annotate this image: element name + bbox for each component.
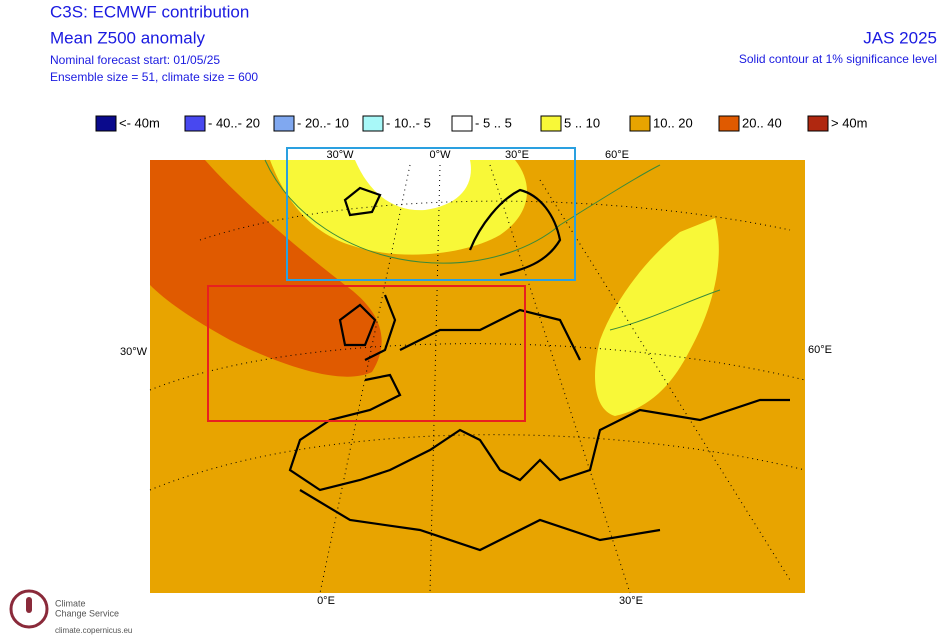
significance-contour	[264, 159, 721, 331]
logo-text: Change Service	[55, 608, 119, 618]
legend-label: 10.. 20	[653, 115, 693, 130]
legend-label: - 20..- 10	[297, 115, 349, 130]
logo-url: climate.copernicus.eu	[55, 626, 132, 635]
legend-swatch	[629, 115, 651, 132]
legend-label: - 40..- 20	[208, 115, 260, 130]
legend-swatch	[451, 115, 473, 132]
coastline	[288, 186, 790, 552]
lon-label: 30°W	[326, 149, 354, 161]
lon-label: 30°E	[619, 595, 643, 607]
legend-swatch	[95, 115, 117, 132]
legend-swatch	[273, 115, 295, 132]
lon-label: 0°W	[430, 149, 452, 161]
lat-label: 30°W	[120, 346, 148, 358]
map: 30°W 0°W 30°E 60°E 30°W 60°E 0°E 30°E	[120, 147, 832, 607]
legend-label: 20.. 40	[742, 115, 782, 130]
logo-icon	[9, 589, 49, 629]
map-labels: 30°W 0°W 30°E 60°E 30°W 60°E 0°E 30°E	[120, 149, 832, 607]
logo-text: Climate	[55, 598, 86, 608]
legend-label: <- 40m	[119, 115, 160, 130]
forecast-start: Nominal forecast start: 01/05/25	[50, 53, 220, 67]
anomaly-region	[355, 160, 471, 211]
legend-swatch	[718, 115, 740, 132]
subtitle: Mean Z500 anomaly	[50, 28, 205, 47]
lon-label: 60°E	[605, 149, 629, 161]
season: JAS 2025	[863, 28, 937, 47]
logo: Climate Change Service climate.copernicu…	[9, 589, 132, 635]
region-box	[286, 147, 576, 281]
lon-label: 30°E	[505, 149, 529, 161]
legend-label: - 5 .. 5	[475, 115, 512, 130]
legend-label: - 10..- 5	[386, 115, 431, 130]
legend-swatch	[807, 115, 829, 132]
legend-label: 5 .. 10	[564, 115, 600, 130]
graticule	[149, 164, 806, 594]
legend-label: > 40m	[831, 115, 868, 130]
significance-note: Solid contour at 1% significance level	[739, 52, 937, 66]
lon-label: 0°E	[317, 595, 335, 607]
region-box	[207, 285, 526, 422]
ensemble-info: Ensemble size = 51, climate size = 600	[50, 70, 258, 84]
legend: <- 40m - 40..- 20 - 20..- 10 - 10..- 5 - 5 .…	[95, 115, 868, 132]
anomaly-region	[595, 218, 719, 416]
legend-swatch	[184, 115, 206, 132]
title: C3S: ECMWF contribution	[50, 2, 249, 21]
legend-swatch	[540, 115, 562, 132]
logo-icon	[26, 597, 32, 613]
legend-swatch	[362, 115, 384, 132]
lat-label: 60°E	[808, 344, 832, 356]
